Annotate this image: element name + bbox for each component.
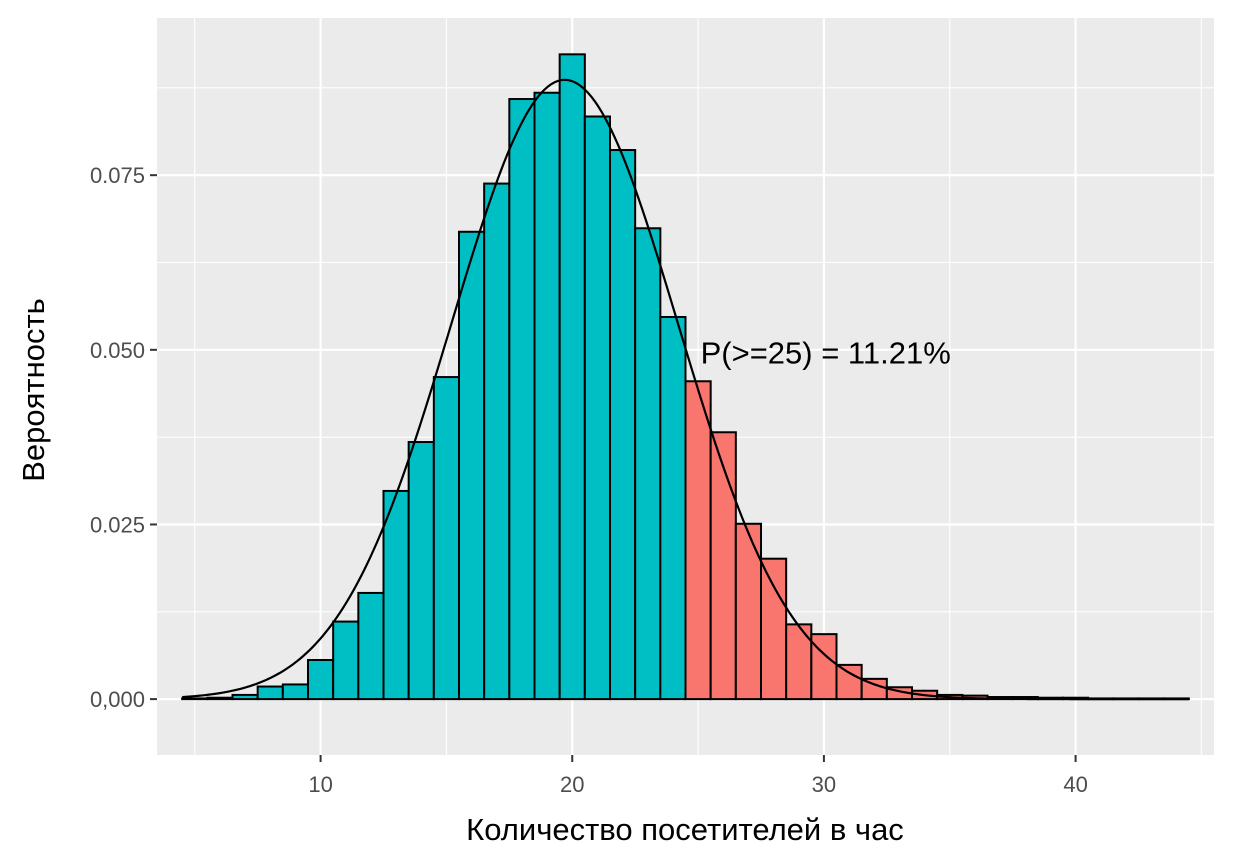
x-tick-label: 20 <box>560 772 584 797</box>
histogram-bar <box>307 658 335 701</box>
histogram-bar <box>835 663 863 701</box>
x-tick-label: 10 <box>308 772 332 797</box>
histogram-bar <box>609 149 637 701</box>
histogram-bar <box>533 91 561 701</box>
histogram-bar <box>508 98 536 701</box>
histogram-bar <box>432 376 461 701</box>
y-tick-label: 0.025 <box>90 512 145 537</box>
histogram-bar <box>684 380 712 701</box>
y-axis-title: Вероятность <box>16 298 51 482</box>
histogram-bar <box>332 620 360 701</box>
histogram-bar <box>231 693 259 701</box>
histogram-bar <box>382 489 410 701</box>
histogram-bar <box>281 683 310 701</box>
histogram-bar <box>357 591 385 701</box>
x-axis-title: Количество посетителей в час <box>466 812 904 847</box>
y-tick-label: 0,000 <box>90 687 145 712</box>
histogram-bar <box>634 227 662 701</box>
histogram-bar <box>407 441 435 701</box>
x-axis: 10 20 30 40 <box>308 755 1088 797</box>
histogram-bar <box>760 557 788 701</box>
histogram-bar <box>659 315 687 701</box>
x-tick-label: 40 <box>1063 772 1087 797</box>
histogram-bar <box>458 230 486 701</box>
histogram-bar <box>709 431 737 701</box>
y-tick-label: 0.075 <box>90 163 145 188</box>
histogram-bar <box>483 182 511 701</box>
histogram-bar <box>206 696 234 701</box>
y-tick-label: 0.050 <box>90 338 145 363</box>
histogram-bar <box>256 685 284 701</box>
histogram-bar <box>734 522 762 701</box>
histogram-bar <box>558 53 586 701</box>
density-curve <box>182 78 1189 701</box>
y-axis: 0,000 0.025 0.050 0.075 <box>90 163 157 712</box>
x-tick-label: 30 <box>812 772 836 797</box>
probability-annotation: P(>=25) = 11.21% <box>701 336 951 371</box>
histogram-bar <box>181 697 209 701</box>
histogram-bar <box>583 115 611 701</box>
